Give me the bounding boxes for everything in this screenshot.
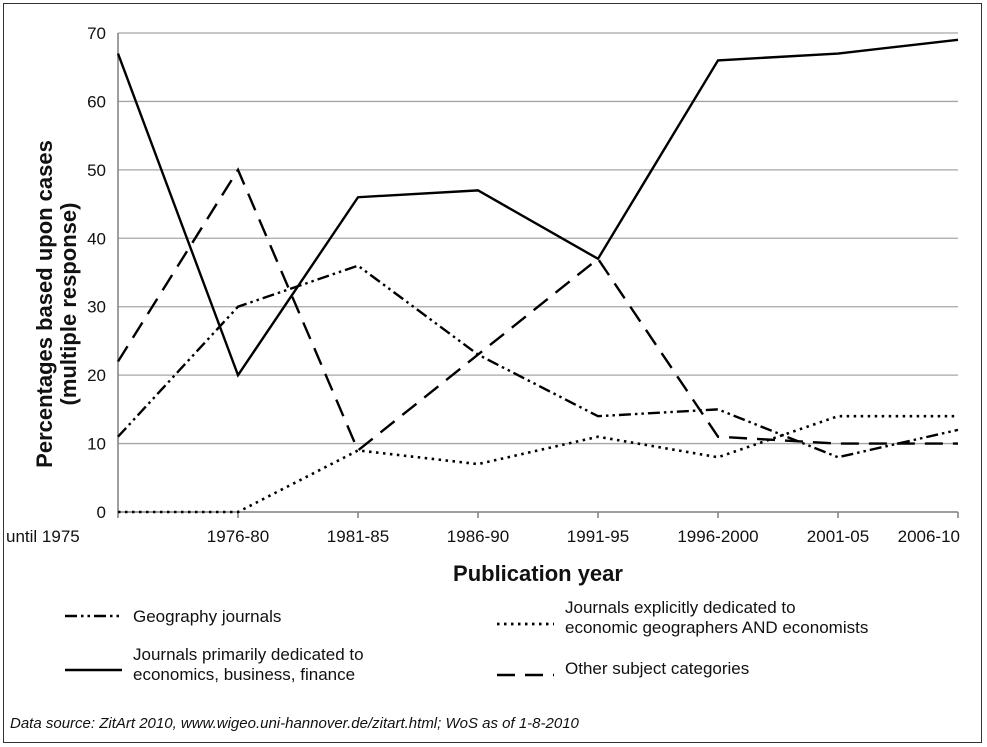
gridlines (118, 32, 958, 445)
x-tick-label-until 1975: until 1975 (6, 527, 80, 546)
series-line-3 (118, 414, 958, 514)
x-tick-label-1991-95: 1991-95 (567, 527, 629, 546)
series-lines (116, 38, 959, 514)
legend-label-2-line-1: Journals primarily dedicated to (133, 645, 364, 664)
data-source-note: Data source: ZitArt 2010, www.wigeo.uni-… (10, 715, 580, 732)
chart-frame (3, 3, 982, 743)
series-line-4 (116, 167, 958, 453)
legend-label-2-line-2: economics, business, finance (133, 665, 355, 684)
legend: Geography journals Journals primarily ded… (65, 598, 868, 684)
series-line-2 (116, 38, 959, 378)
y-tick-label-20: 20 (87, 366, 106, 385)
y-tick-labels: 0 10 20 30 40 50 60 70 (87, 24, 106, 522)
y-axis-title-line-1: Percentages based upon cases (32, 140, 57, 468)
legend-label-3-line-1: Journals explicitly dedicated to (565, 598, 796, 617)
x-axis-title: Publication year (453, 561, 623, 586)
x-tick-labels: until 1975 1976-80 1981-85 1986-90 1991-95 19… (6, 527, 960, 546)
series-line-1 (117, 264, 959, 459)
x-tick-label-1976-80: 1976-80 (207, 527, 269, 546)
legend-label-4-line-1: Other subject categories (565, 659, 749, 678)
y-tick-label-0: 0 (97, 503, 106, 522)
y-axis-title-line-2: (multiple response) (56, 203, 81, 406)
x-tick-label-2006-10: 2006-10 (898, 527, 960, 546)
x-tick-label-2001-05: 2001-05 (807, 527, 869, 546)
legend-label-1-line-1: Geography journals (133, 607, 281, 626)
y-tick-label-60: 60 (87, 92, 106, 111)
x-tick-label-1986-90: 1986-90 (447, 527, 509, 546)
x-tick-label-1981-85: 1981-85 (327, 527, 389, 546)
x-tick-label-1996-2000: 1996-2000 (677, 527, 758, 546)
y-tick-label-40: 40 (87, 229, 106, 248)
legend-label-3-line-2: economic geographers AND economists (565, 618, 868, 637)
y-tick-label-30: 30 (87, 298, 106, 317)
y-tick-label-10: 10 (87, 435, 106, 454)
axes (117, 33, 959, 518)
y-tick-label-70: 70 (87, 24, 106, 43)
y-tick-label-50: 50 (87, 161, 106, 180)
